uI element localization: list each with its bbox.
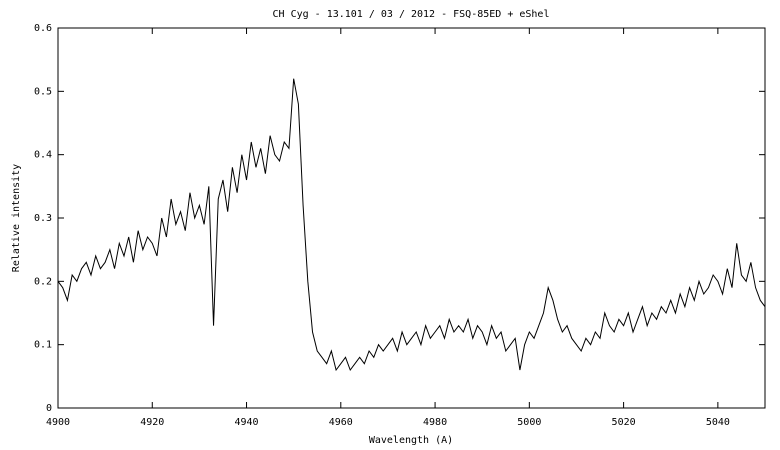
y-tick-label: 0 bbox=[46, 403, 52, 414]
x-tick-label: 4980 bbox=[423, 417, 447, 428]
x-tick-label: 4920 bbox=[140, 417, 164, 428]
x-tick-label: 5020 bbox=[612, 417, 636, 428]
plot-frame bbox=[57, 27, 766, 409]
x-tick-label: 4900 bbox=[46, 417, 70, 428]
y-tick-label: 0.5 bbox=[34, 86, 52, 97]
y-tick-label: 0.4 bbox=[34, 150, 52, 161]
x-tick-label: 5000 bbox=[517, 417, 541, 428]
y-axis-label: Relative intensity bbox=[11, 164, 22, 272]
x-tick-label: 4940 bbox=[234, 417, 258, 428]
x-tick-label: 5040 bbox=[706, 417, 730, 428]
y-tick-label: 0.6 bbox=[34, 23, 52, 34]
y-tick-label: 0.3 bbox=[34, 213, 52, 224]
y-tick-label: 0.2 bbox=[34, 276, 52, 287]
chart-title: CH Cyg - 13.101 / 03 / 2012 - FSQ-85ED +… bbox=[273, 9, 550, 20]
y-tick-label: 0.1 bbox=[34, 340, 52, 351]
spectrum-line bbox=[57, 78, 766, 372]
x-tick-label: 4960 bbox=[329, 417, 353, 428]
x-axis-label: Wavelength (A) bbox=[369, 435, 453, 446]
